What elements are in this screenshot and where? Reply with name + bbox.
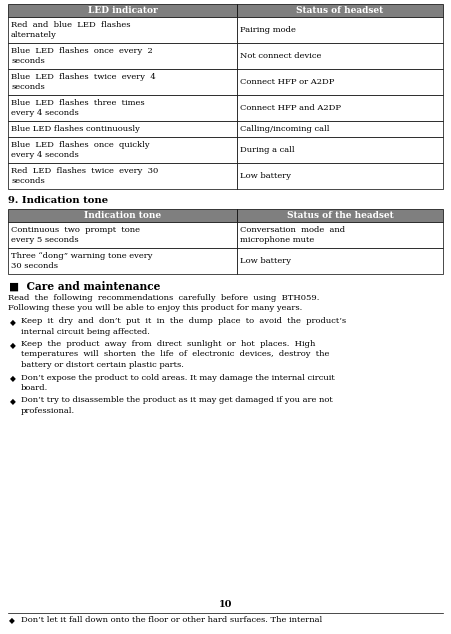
Bar <box>8 17 237 43</box>
Text: Low battery: Low battery <box>240 172 291 180</box>
Bar <box>8 248 237 274</box>
Text: Low battery: Low battery <box>240 257 291 265</box>
Bar <box>8 69 237 95</box>
Text: Following these you will be able to enjoy this product for many years.: Following these you will be able to enjo… <box>8 304 302 313</box>
Text: Blue  LED  flashes  once  every  2
seconds: Blue LED flashes once every 2 seconds <box>11 47 153 65</box>
Text: Connect HFP or A2DP: Connect HFP or A2DP <box>240 78 335 86</box>
Text: LED indicator: LED indicator <box>88 6 157 15</box>
Text: Indication tone: Indication tone <box>84 211 161 220</box>
Bar <box>237 121 443 137</box>
Text: temperatures  will  shorten  the  life  of  electronic  devices,  destroy  the: temperatures will shorten the life of el… <box>21 351 329 358</box>
Text: ◆: ◆ <box>10 398 16 406</box>
Bar <box>237 209 443 222</box>
Text: Blue  LED  flashes  twice  every  4
seconds: Blue LED flashes twice every 4 seconds <box>11 73 156 91</box>
Bar <box>237 137 443 163</box>
Bar <box>8 222 237 248</box>
Bar <box>237 95 443 121</box>
Text: Keep  it  dry  and  don’t  put  it  in  the  dump  place  to  avoid  the  produc: Keep it dry and don’t put it in the dump… <box>21 317 346 325</box>
Text: Blue LED flashes continuously: Blue LED flashes continuously <box>11 125 140 133</box>
Bar <box>237 69 443 95</box>
Text: internal circuit being affected.: internal circuit being affected. <box>21 328 150 335</box>
Bar <box>8 95 237 121</box>
Text: ◆: ◆ <box>10 375 16 384</box>
Text: battery or distort certain plastic parts.: battery or distort certain plastic parts… <box>21 361 184 369</box>
Text: Status of headset: Status of headset <box>296 6 384 15</box>
Bar <box>237 222 443 248</box>
Text: ■  Care and maintenance: ■ Care and maintenance <box>9 281 161 292</box>
Text: Don’t expose the product to cold areas. It may damage the internal circuit: Don’t expose the product to cold areas. … <box>21 373 335 382</box>
Text: 10: 10 <box>219 600 232 609</box>
Bar <box>237 17 443 43</box>
Bar <box>8 163 237 189</box>
Text: board.: board. <box>21 384 48 392</box>
Text: During a call: During a call <box>240 146 295 154</box>
Text: ◆: ◆ <box>10 318 16 327</box>
Text: Continuous  two  prompt  tone
every 5 seconds: Continuous two prompt tone every 5 secon… <box>11 226 140 244</box>
Bar <box>237 43 443 69</box>
Text: ◆: ◆ <box>9 616 15 625</box>
Bar <box>8 209 237 222</box>
Text: Connect HFP and A2DP: Connect HFP and A2DP <box>240 104 341 112</box>
Text: Keep  the  product  away  from  direct  sunlight  or  hot  places.  High: Keep the product away from direct sunlig… <box>21 340 315 348</box>
Text: professional.: professional. <box>21 407 75 415</box>
Bar <box>8 43 237 69</box>
Text: Don’t try to disassemble the product as it may get damaged if you are not: Don’t try to disassemble the product as … <box>21 396 333 404</box>
Bar <box>8 121 237 137</box>
Bar <box>8 137 237 163</box>
Text: Calling/incoming call: Calling/incoming call <box>240 125 330 133</box>
Text: ◆: ◆ <box>10 341 16 350</box>
Text: Read  the  following  recommendations  carefully  before  using  BTH059.: Read the following recommendations caref… <box>8 294 319 302</box>
Bar <box>237 248 443 274</box>
Bar <box>8 4 237 17</box>
Text: Red  and  blue  LED  flashes
alternately: Red and blue LED flashes alternately <box>11 21 130 39</box>
Text: Don’t let it fall down onto the floor or other hard surfaces. The internal: Don’t let it fall down onto the floor or… <box>21 616 322 624</box>
Text: Pairing mode: Pairing mode <box>240 26 296 34</box>
Text: Red  LED  flashes  twice  every  30
seconds: Red LED flashes twice every 30 seconds <box>11 167 158 185</box>
Text: Not connect device: Not connect device <box>240 52 322 60</box>
Text: Blue  LED  flashes  once  quickly
every 4 seconds: Blue LED flashes once quickly every 4 se… <box>11 141 150 159</box>
Bar <box>237 163 443 189</box>
Text: Conversation  mode  and
microphone mute: Conversation mode and microphone mute <box>240 226 345 244</box>
Bar <box>237 4 443 17</box>
Text: Status of the headset: Status of the headset <box>287 211 393 220</box>
Text: 9. Indication tone: 9. Indication tone <box>8 196 108 205</box>
Text: Blue  LED  flashes  three  times
every 4 seconds: Blue LED flashes three times every 4 sec… <box>11 99 145 117</box>
Text: Three “dong” warning tone every
30 seconds: Three “dong” warning tone every 30 secon… <box>11 252 152 270</box>
